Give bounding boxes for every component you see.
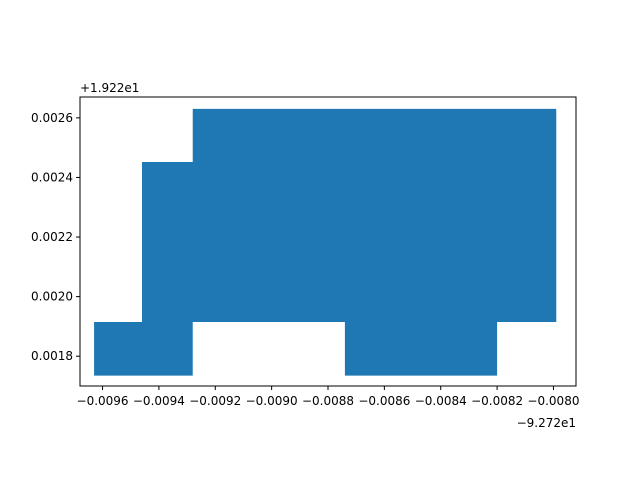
x-tick-label: −0.0090 [246, 394, 298, 408]
y-tick-label: 0.0022 [31, 230, 73, 244]
y-tick-label: 0.0018 [31, 349, 73, 363]
x-tick-label: −0.0096 [77, 394, 129, 408]
x-axis: −0.0096 −0.0094 −0.0092 −0.0090 −0.0088 −0.00… [77, 386, 579, 408]
x-tick-label: −0.0094 [133, 394, 185, 408]
y-tick-label: 0.0020 [31, 290, 73, 304]
y-tick-label: 0.0026 [31, 111, 73, 125]
x-tick-label: −0.0080 [527, 394, 579, 408]
x-tick-label: −0.0088 [302, 394, 354, 408]
x-tick-label: −0.0082 [471, 394, 523, 408]
y-axis: 0.0018 0.0020 0.0022 0.0024 0.0026 [31, 111, 80, 363]
x-tick-label: −0.0084 [415, 394, 467, 408]
y-offset-label: +1.922e1 [80, 81, 139, 95]
x-tick-label: −0.0086 [358, 394, 410, 408]
x-offset-label: −9.272e1 [517, 416, 576, 430]
filled-region-0 [94, 108, 557, 376]
x-tick-label: −0.0092 [189, 394, 241, 408]
plot-area [94, 108, 557, 376]
y-tick-label: 0.0024 [31, 170, 73, 184]
